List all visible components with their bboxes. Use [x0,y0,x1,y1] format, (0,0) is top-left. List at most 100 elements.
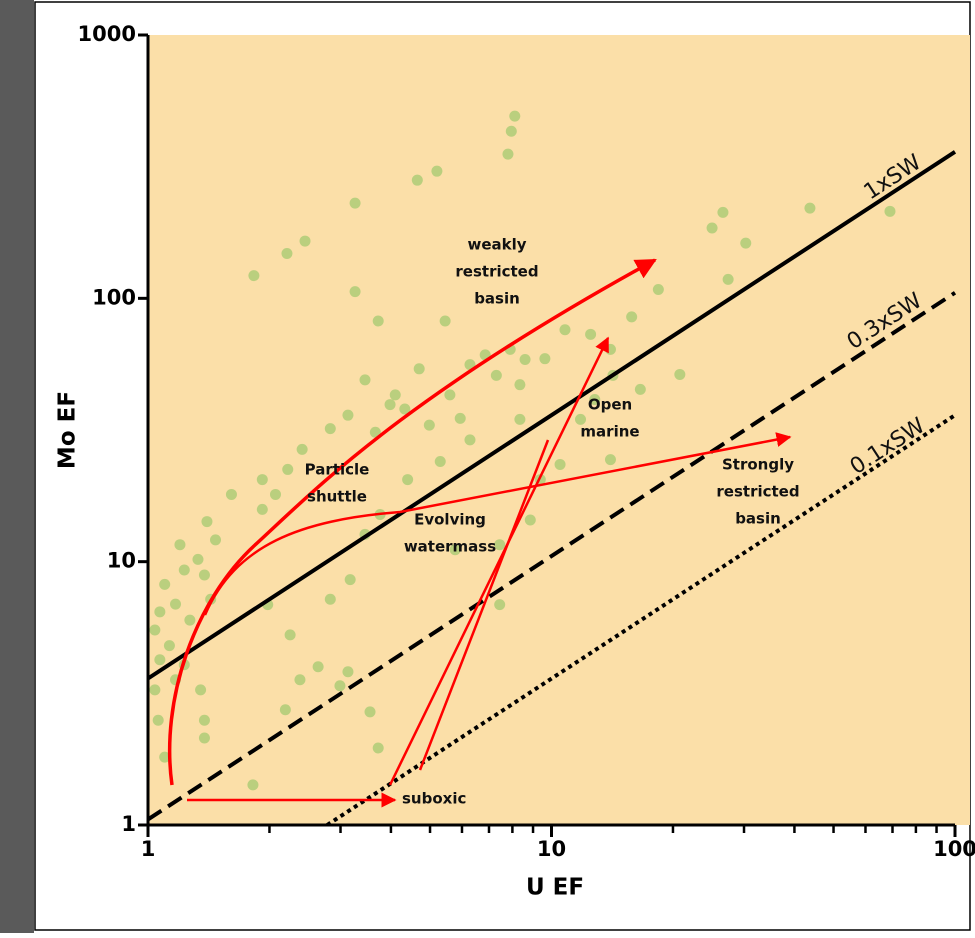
point [440,316,451,327]
point [179,564,190,575]
point [342,666,353,677]
point [300,236,311,247]
annotation: Strongly [722,456,794,474]
point [464,434,475,445]
point [350,286,361,297]
point [226,489,237,500]
point [653,284,664,295]
point [525,514,536,525]
annotation: shuttle [307,488,367,506]
point [164,640,175,651]
annotation: suboxic [402,790,466,808]
point [365,706,376,717]
point [424,420,435,431]
point [626,311,637,322]
x-tick-label: 10 [537,837,566,861]
point [717,207,728,218]
point [294,674,305,685]
point [635,384,646,395]
annotation: Open [588,396,632,414]
annotation: basin [474,290,520,308]
y-tick-label: 100 [92,285,136,309]
y-tick-label: 10 [107,549,136,573]
point [412,175,423,186]
point [402,474,413,485]
point [605,344,616,355]
point [257,474,268,485]
point [342,410,353,421]
point [159,579,170,590]
point [444,389,455,400]
x-tick-label: 1 [141,837,156,861]
point [174,539,185,550]
point [707,222,718,233]
point [192,554,203,565]
point [385,399,396,410]
annotation: Particle [305,461,370,479]
point [334,680,345,691]
point [270,489,281,500]
point [509,111,520,122]
point [195,684,206,695]
point [248,270,259,281]
point [494,599,505,610]
point [350,198,361,209]
point [431,166,442,177]
point [199,715,210,726]
point [170,599,181,610]
point [539,353,550,364]
side-photo [0,0,34,933]
annotation: basin [735,510,781,528]
point [555,459,566,470]
point [257,504,268,515]
annotation: restricted [455,263,538,281]
annotation: weakly [467,236,526,254]
x-axis-title: U EF [526,875,584,901]
point [201,516,212,527]
point [502,149,513,160]
x-tick-label: 100 [933,837,975,861]
point [282,464,293,475]
point [435,456,446,467]
point [373,316,384,327]
point [674,369,685,380]
point [414,363,425,374]
plot-background [148,35,970,825]
point [559,324,570,335]
point [740,238,751,249]
point [360,374,371,385]
point [199,569,210,580]
point [297,444,308,455]
point [184,615,195,626]
point [325,594,336,605]
annotation: marine [580,423,639,441]
point [280,704,291,715]
point [804,203,815,214]
point [506,126,517,137]
point [199,732,210,743]
point [153,715,164,726]
point [514,379,525,390]
point [373,743,384,754]
annotation: watermass [404,538,496,556]
point [884,206,895,217]
point [149,684,160,695]
point [154,606,165,617]
point [313,661,324,672]
point [247,779,258,790]
point [605,454,616,465]
point [345,574,356,585]
y-tick-label: 1 [121,812,136,836]
point [520,354,531,365]
point [491,370,502,381]
point [514,414,525,425]
y-tick-label: 1000 [78,22,136,46]
point [285,629,296,640]
point [325,423,336,434]
point [210,534,221,545]
point [154,654,165,665]
y-axis-title: Mo EF [55,391,81,469]
point [149,625,160,636]
annotation: Evolving [414,511,486,529]
annotation: restricted [716,483,799,501]
